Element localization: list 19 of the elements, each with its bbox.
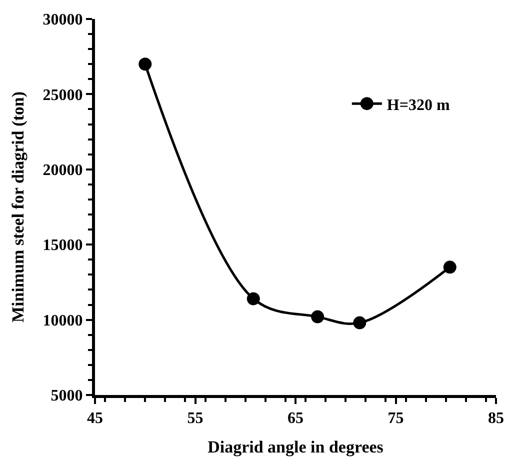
- y-tick-label: 20000: [42, 162, 83, 179]
- x-axis-title: Diagrid angle in degrees: [208, 438, 384, 457]
- x-tick-label: 55: [187, 410, 204, 428]
- legend-label: H=320 m: [386, 96, 450, 114]
- x-tick-label: 75: [388, 410, 404, 428]
- y-tick-label: 5000: [50, 388, 83, 405]
- point: [311, 310, 324, 324]
- point: [246, 292, 260, 306]
- x-tick-label: 45: [87, 410, 103, 428]
- x-tick-label: 65: [288, 410, 304, 428]
- y-tick-label: 25000: [42, 86, 83, 104]
- point: [353, 316, 366, 330]
- x-tick-label: 85: [488, 410, 504, 428]
- y-axis-title: Minimum steel for diagrid (ton): [8, 91, 28, 323]
- y-tick-label: 30000: [42, 12, 83, 29]
- point: [138, 58, 152, 71]
- y-tick-label: 15000: [42, 237, 83, 254]
- y-tick-label: 10000: [42, 312, 83, 330]
- point: [443, 260, 456, 274]
